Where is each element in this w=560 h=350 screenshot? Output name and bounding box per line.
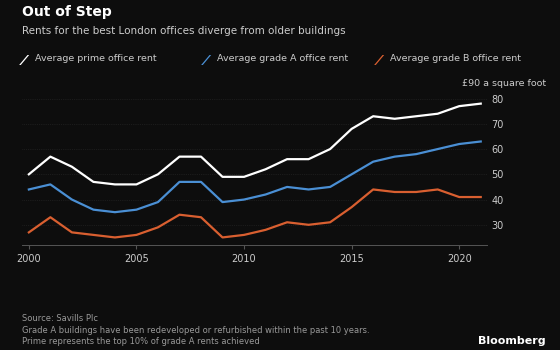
Text: Rents for the best London offices diverge from older buildings: Rents for the best London offices diverg…: [22, 26, 346, 36]
Text: Out of Step: Out of Step: [22, 5, 112, 19]
Text: Average prime office rent: Average prime office rent: [35, 54, 156, 63]
Text: £90 a square foot: £90 a square foot: [462, 79, 546, 88]
Text: ⁄: ⁄: [378, 54, 380, 68]
Text: Bloomberg: Bloomberg: [478, 336, 546, 346]
Text: Average grade B office rent: Average grade B office rent: [390, 54, 521, 63]
Text: ⁄: ⁄: [204, 54, 207, 68]
Text: ⁄: ⁄: [22, 54, 25, 68]
Text: Average grade A office rent: Average grade A office rent: [217, 54, 348, 63]
Text: Source: Savills Plc
Grade A buildings have been redeveloped or refurbished withi: Source: Savills Plc Grade A buildings ha…: [22, 314, 370, 346]
